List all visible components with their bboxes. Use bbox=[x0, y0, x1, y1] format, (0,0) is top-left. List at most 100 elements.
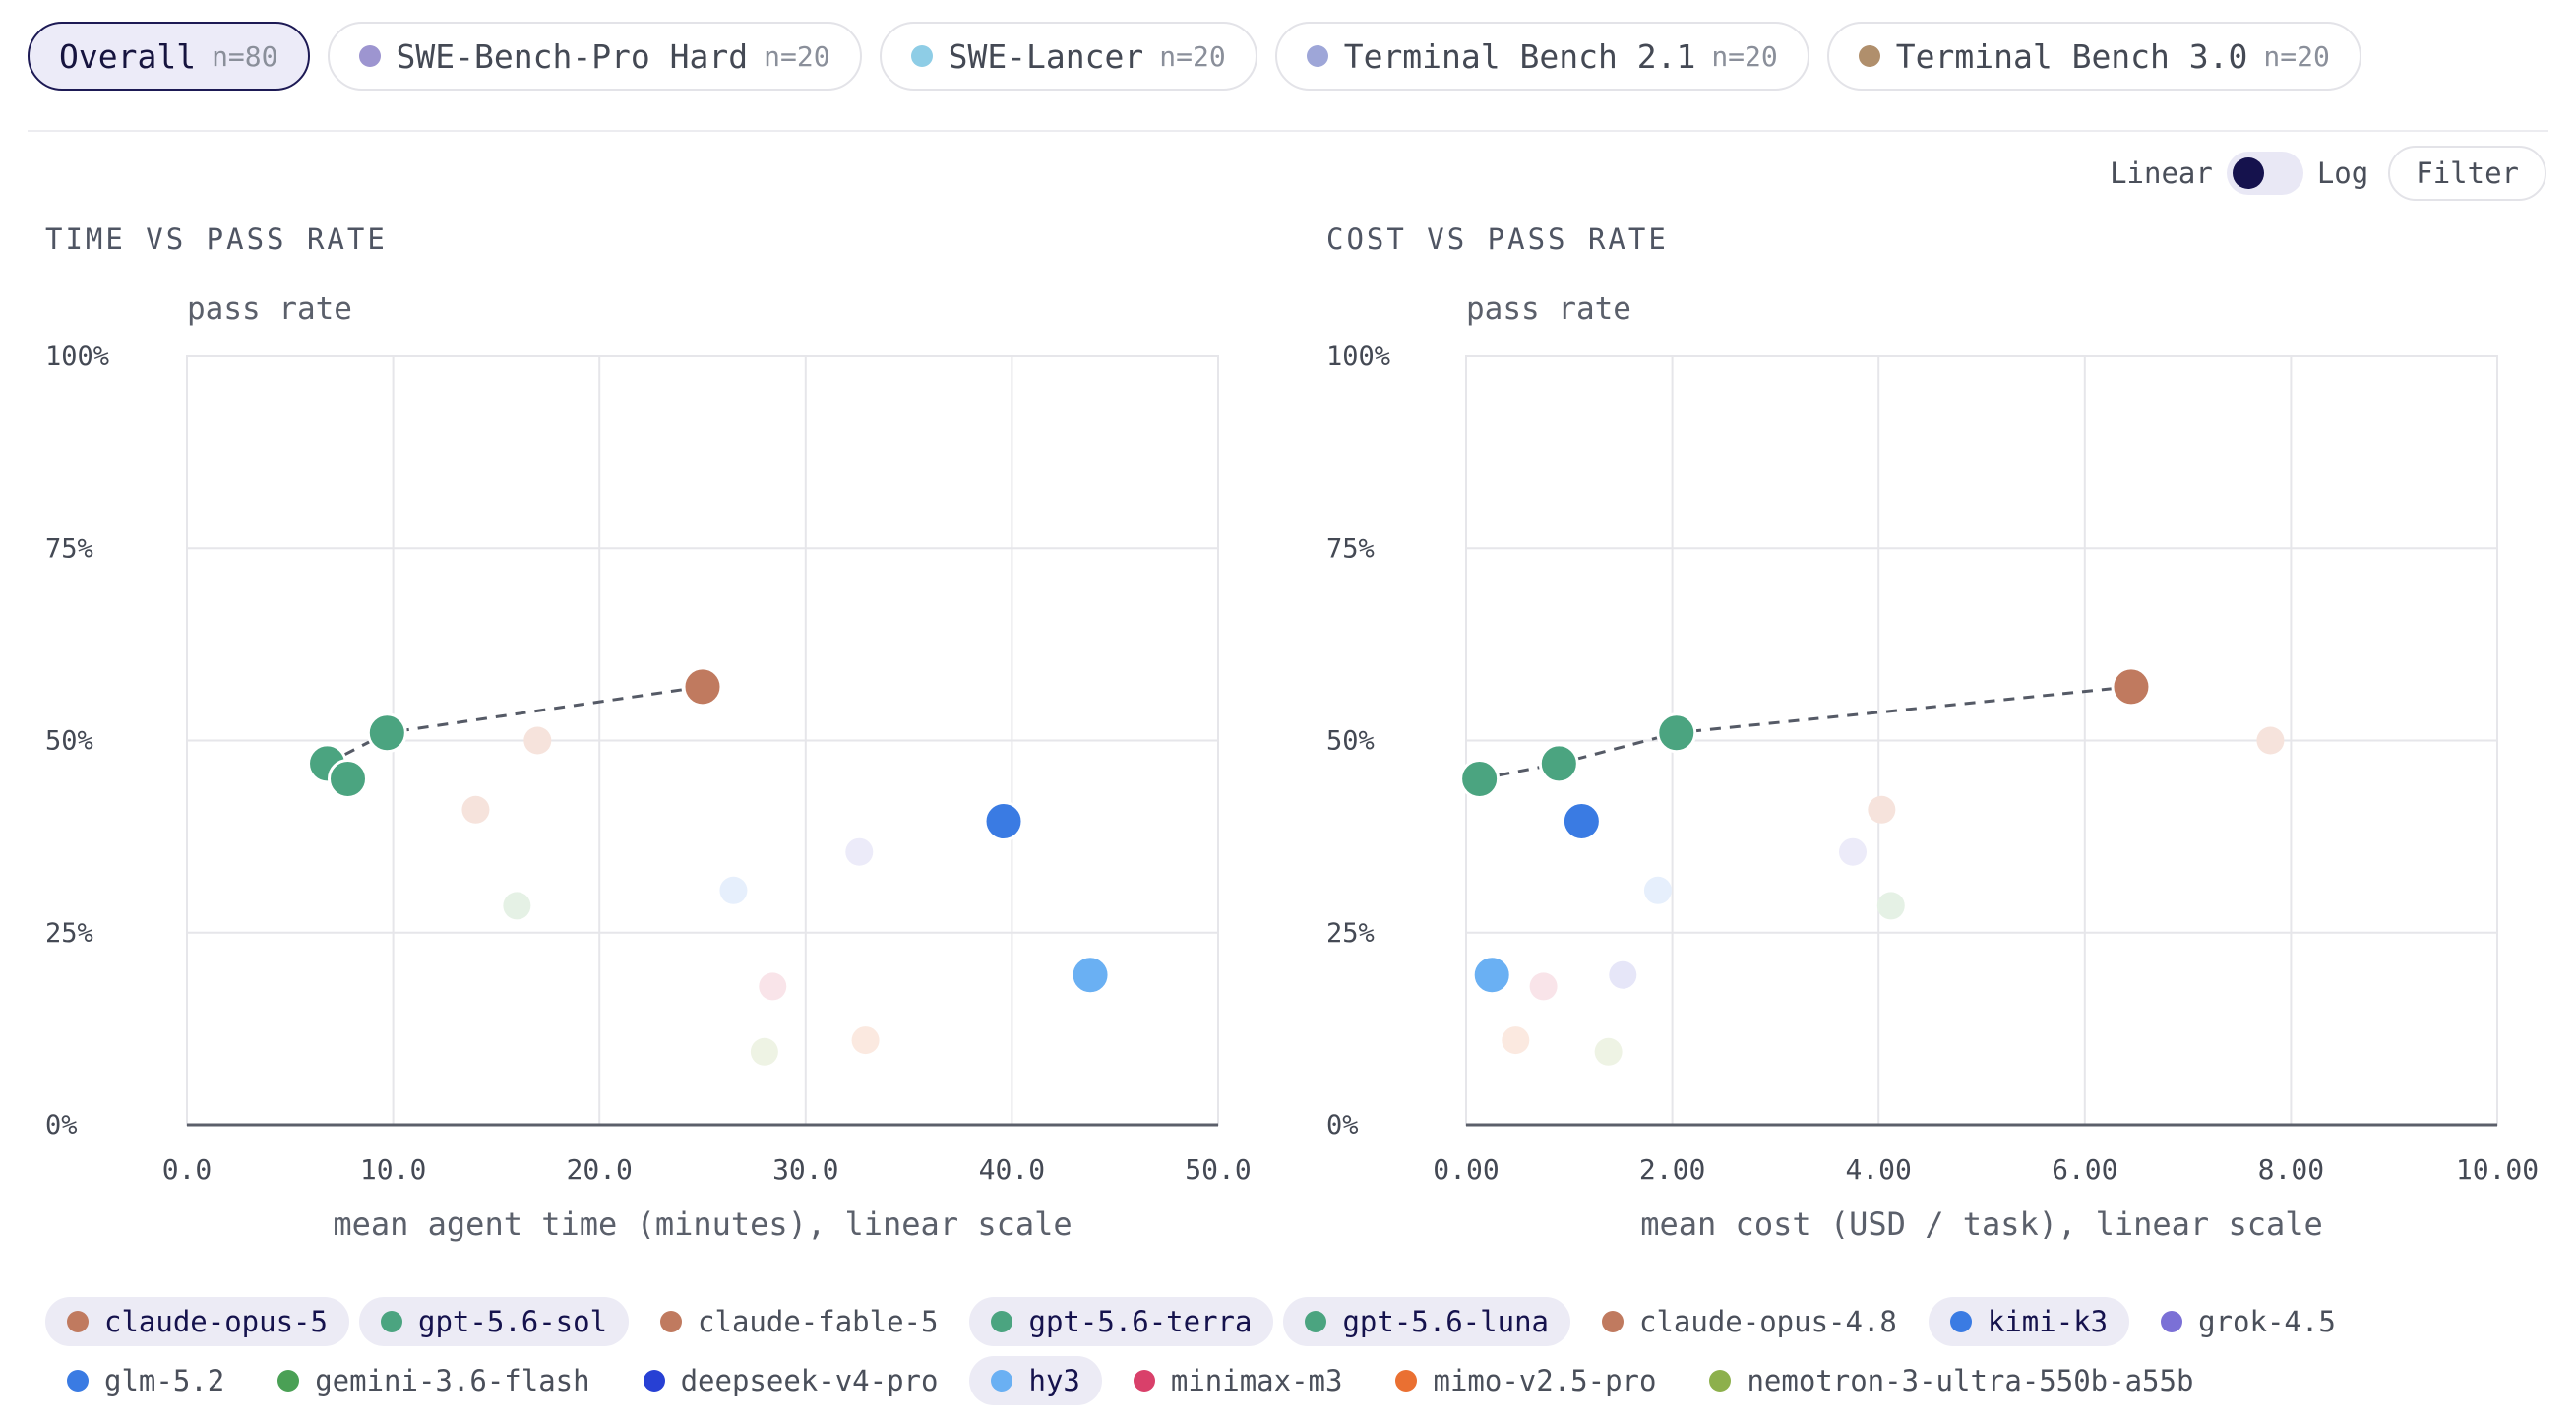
tab-count: n=80 bbox=[212, 39, 278, 73]
time-point-faded[interactable] bbox=[461, 795, 490, 824]
x-tick-label: 20.0 bbox=[566, 1153, 632, 1186]
cost-point[interactable] bbox=[1471, 955, 1512, 996]
legend-item-gpt-5-6-terra[interactable]: gpt-5.6-terra bbox=[969, 1297, 1274, 1346]
cost-point-faded[interactable] bbox=[2256, 726, 2285, 755]
model-legend: claude-opus-5 gpt-5.6-sol claude-fable-5 gp… bbox=[45, 1297, 2545, 1405]
tab-swe-bench-pro-hard[interactable]: SWE-Bench-Pro Hard n=20 bbox=[327, 22, 862, 91]
legend-label: deepseek-v4-pro bbox=[680, 1364, 939, 1397]
legend-item-kimi-k3[interactable]: kimi-k3 bbox=[1928, 1297, 2130, 1346]
x-tick-label: 50.0 bbox=[1185, 1153, 1251, 1186]
tab-label: Terminal Bench 3.0 bbox=[1895, 36, 2248, 76]
y-tick-label: 25% bbox=[45, 918, 93, 949]
filter-button[interactable]: Filter bbox=[2388, 146, 2546, 201]
x-tick-label: 8.00 bbox=[2258, 1153, 2324, 1186]
time-point[interactable] bbox=[1070, 955, 1111, 996]
tab-color-dot bbox=[358, 45, 381, 67]
cost-point-faded[interactable] bbox=[1502, 1026, 1530, 1055]
legend-item-gpt-5-6-luna[interactable]: gpt-5.6-luna bbox=[1283, 1297, 1570, 1346]
y-tick-label: 75% bbox=[45, 533, 93, 564]
time-point-faded[interactable] bbox=[503, 892, 531, 920]
benchmark-tabs: Overall n=80 SWE-Bench-Pro Hard n=20 SWE-Lan… bbox=[28, 22, 2361, 91]
time-point[interactable] bbox=[366, 712, 407, 754]
cost-point-faded[interactable] bbox=[1529, 972, 1558, 1001]
log-label: Log bbox=[2316, 156, 2369, 190]
legend-color-dot bbox=[1133, 1370, 1155, 1392]
y-tick-label: 50% bbox=[1326, 726, 1375, 757]
tab-label: Terminal Bench 2.1 bbox=[1343, 36, 1696, 76]
legend-label: hy3 bbox=[1028, 1364, 1080, 1397]
time-point-faded[interactable] bbox=[759, 972, 787, 1001]
legend-label: minimax-m3 bbox=[1170, 1364, 1343, 1397]
time-point[interactable] bbox=[327, 759, 368, 800]
x-tick-label: 0.00 bbox=[1433, 1153, 1499, 1186]
legend-item-gpt-5-6-sol[interactable]: gpt-5.6-sol bbox=[358, 1297, 630, 1346]
tab-color-dot bbox=[1858, 45, 1880, 67]
legend-color-dot bbox=[1395, 1370, 1418, 1392]
legend-color-dot bbox=[67, 1311, 89, 1332]
legend-item-minimax-m3[interactable]: minimax-m3 bbox=[1112, 1356, 1365, 1405]
tab-label: SWE-Lancer bbox=[948, 36, 1144, 76]
cost-point[interactable] bbox=[1561, 801, 1602, 842]
legend-color-dot bbox=[1709, 1370, 1732, 1392]
legend-label: claude-opus-4.8 bbox=[1638, 1305, 1897, 1338]
x-tick-label: 10.00 bbox=[2456, 1153, 2539, 1186]
cost-point-faded[interactable] bbox=[1643, 876, 1672, 904]
tab-color-dot bbox=[910, 45, 933, 67]
legend-item-nemotron-3-ultra-550b-a55b[interactable]: nemotron-3-ultra-550b-a55b bbox=[1687, 1356, 2215, 1405]
legend-label: glm-5.2 bbox=[104, 1364, 225, 1397]
tab-terminal-bench-2-1[interactable]: Terminal Bench 2.1 n=20 bbox=[1274, 22, 1809, 91]
legend-item-claude-fable-5[interactable]: claude-fable-5 bbox=[639, 1297, 959, 1346]
cost-point-faded[interactable] bbox=[1839, 837, 1867, 866]
legend-label: gpt-5.6-sol bbox=[417, 1305, 608, 1338]
legend-color-dot bbox=[643, 1370, 665, 1392]
time-point-faded[interactable] bbox=[845, 837, 874, 866]
cost-point[interactable] bbox=[1538, 743, 1579, 784]
y-tick-label: 0% bbox=[1326, 1110, 1359, 1141]
legend-color-dot bbox=[1305, 1311, 1327, 1332]
cost-point[interactable] bbox=[1459, 759, 1501, 800]
legend-color-dot bbox=[660, 1311, 683, 1332]
legend-label: gpt-5.6-terra bbox=[1028, 1305, 1253, 1338]
tab-swe-lancer[interactable]: SWE-Lancer n=20 bbox=[879, 22, 1257, 91]
header-divider bbox=[28, 130, 2548, 132]
time-point-faded[interactable] bbox=[523, 726, 552, 755]
cost-vs-pass-rate-chart: 0.00 2.00 4.00 6.00 8.00 10.00 0% 25% 50% 75% 100%… bbox=[1326, 291, 2539, 1243]
cost-point-faded[interactable] bbox=[1609, 960, 1637, 989]
x-tick-label: 0.0 bbox=[162, 1153, 213, 1186]
x-tick-label: 2.00 bbox=[1639, 1153, 1705, 1186]
tab-label: Overall bbox=[59, 36, 197, 76]
cost-chart-title: COST VS PASS RATE bbox=[1326, 222, 1669, 256]
legend-label: nemotron-3-ultra-550b-a55b bbox=[1747, 1364, 2194, 1397]
y-tick-label: 25% bbox=[1326, 918, 1375, 949]
time-point-faded[interactable] bbox=[851, 1026, 880, 1055]
cost-point[interactable] bbox=[2111, 666, 2152, 708]
legend-item-glm-5-2[interactable]: glm-5.2 bbox=[45, 1356, 246, 1405]
linear-label: Linear bbox=[2110, 156, 2213, 190]
legend-color-dot bbox=[991, 1311, 1013, 1332]
legend-item-gemini-3-6-flash[interactable]: gemini-3.6-flash bbox=[256, 1356, 611, 1405]
legend-item-mimo-v2-5-pro[interactable]: mimo-v2.5-pro bbox=[1374, 1356, 1678, 1405]
legend-color-dot bbox=[991, 1370, 1013, 1392]
cost-point[interactable] bbox=[1656, 712, 1697, 754]
time-point[interactable] bbox=[682, 666, 723, 708]
time-point-faded[interactable] bbox=[750, 1037, 778, 1066]
cost-point-faded[interactable] bbox=[1876, 892, 1905, 920]
legend-item-claude-opus-4-8[interactable]: claude-opus-4.8 bbox=[1580, 1297, 1919, 1346]
cost-point-faded[interactable] bbox=[1868, 795, 1896, 824]
legend-item-hy3[interactable]: hy3 bbox=[969, 1356, 1102, 1405]
tab-count: n=20 bbox=[1711, 39, 1778, 73]
legend-label: mimo-v2.5-pro bbox=[1433, 1364, 1657, 1397]
legend-color-dot bbox=[1601, 1311, 1624, 1332]
legend-item-claude-opus-5[interactable]: claude-opus-5 bbox=[45, 1297, 349, 1346]
time-point[interactable] bbox=[983, 801, 1024, 842]
time-point-faded[interactable] bbox=[719, 876, 748, 904]
cost-point-faded[interactable] bbox=[1594, 1037, 1623, 1066]
legend-item-grok-4-5[interactable]: grok-4.5 bbox=[2139, 1297, 2358, 1346]
y-tick-label: 50% bbox=[45, 726, 93, 757]
legend-item-deepseek-v4-pro[interactable]: deepseek-v4-pro bbox=[622, 1356, 960, 1405]
tab-overall[interactable]: Overall n=80 bbox=[28, 22, 310, 91]
tab-terminal-bench-3-0[interactable]: Terminal Bench 3.0 n=20 bbox=[1826, 22, 2361, 91]
tab-count: n=20 bbox=[764, 39, 830, 73]
y-tick-label: 100% bbox=[1326, 341, 1390, 372]
scale-toggle[interactable] bbox=[2226, 152, 2303, 195]
